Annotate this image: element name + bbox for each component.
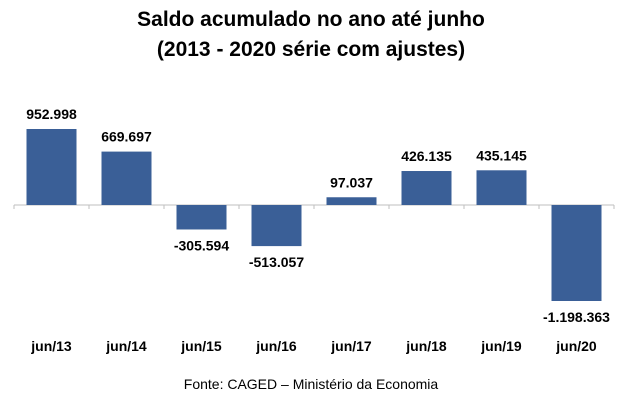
x-tick-label: jun/15 <box>180 338 222 354</box>
data-label: 435.145 <box>476 147 527 163</box>
data-label: 952.998 <box>26 106 77 122</box>
chart-title: Saldo acumulado no ano até junho <box>137 8 485 31</box>
x-tick-label: jun/20 <box>555 338 597 354</box>
bar <box>176 205 227 230</box>
x-tick-label: jun/13 <box>30 338 72 354</box>
bar <box>101 151 152 205</box>
data-label: -305.594 <box>174 237 229 253</box>
bar <box>26 129 77 205</box>
chart-subtitle: (2013 - 2020 série com ajustes) <box>156 38 466 61</box>
chart-source: Fonte: CAGED – Ministério da Economia <box>183 376 439 392</box>
data-label: -513.057 <box>249 254 304 270</box>
x-tick-label: jun/17 <box>330 338 372 354</box>
x-tick-label: jun/19 <box>480 338 522 354</box>
data-label: 669.697 <box>101 129 152 145</box>
x-tick-label: jun/16 <box>255 338 297 354</box>
x-tick-label: jun/18 <box>405 338 447 354</box>
bar <box>401 171 452 205</box>
bar <box>326 197 377 205</box>
x-tick-label: jun/14 <box>105 338 147 354</box>
data-label: 97.037 <box>330 174 373 190</box>
data-label: -1.198.363 <box>543 309 610 325</box>
bar <box>476 170 527 205</box>
bar <box>551 205 602 301</box>
bar <box>251 205 302 247</box>
data-label: 426.135 <box>401 148 452 164</box>
